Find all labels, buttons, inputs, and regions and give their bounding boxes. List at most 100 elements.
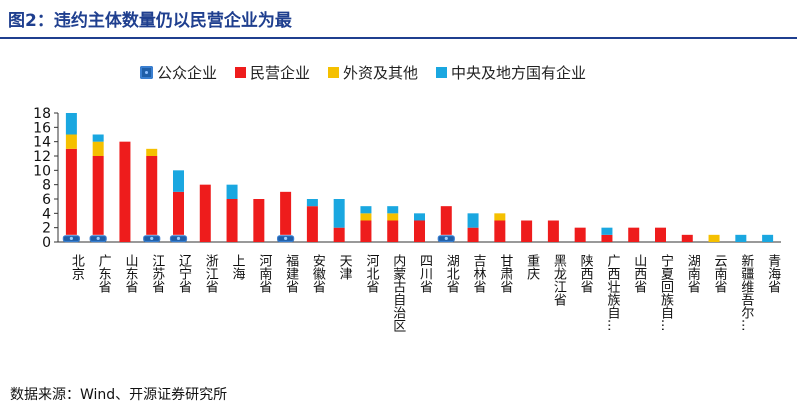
bar-segment-other <box>708 234 720 242</box>
bar-segment-priv <box>521 220 533 242</box>
x-tick-label: 陕西省 <box>578 254 594 293</box>
chart-legend: 公众企业 民营企业 外资及其他 中央及地方国有企业 <box>140 62 586 83</box>
x-tick-label: 天津 <box>337 254 353 280</box>
legend-item-pub: 公众企业 <box>140 62 217 83</box>
x-tick-label: 新疆维吾尔... <box>738 253 754 331</box>
x-tick-label: 重庆 <box>524 253 540 280</box>
legend-item-soe: 中央及地方国有企业 <box>436 62 586 83</box>
x-tick-label: 黑龙江省 <box>551 254 567 306</box>
bar-segment-priv <box>306 206 318 242</box>
bar-segment-soe <box>173 170 184 192</box>
x-tick-label: 山西省 <box>631 254 647 293</box>
x-tick-label: 安徽省 <box>310 254 326 293</box>
bar-segment-soe <box>306 199 318 207</box>
bar-segment-other <box>146 148 158 156</box>
bar-segment-pub-dot <box>96 236 100 241</box>
bar-segment-priv <box>253 199 265 242</box>
bar-segment-priv <box>199 184 211 242</box>
bar-segment-soe <box>601 227 613 235</box>
bar-segment-priv <box>92 156 104 235</box>
bar-segment-other <box>494 213 506 221</box>
y-tick-label: 14 <box>33 135 51 151</box>
legend-swatch-priv <box>235 67 247 78</box>
bar-segment-soe <box>762 234 774 242</box>
bar-segment-other <box>65 134 77 149</box>
bar-segment-priv <box>387 220 399 242</box>
bar-segment-soe <box>65 113 77 135</box>
x-tick-label: 宁夏回族自... <box>658 253 674 331</box>
title-divider <box>0 37 797 39</box>
x-tick-label: 山东省 <box>122 254 138 293</box>
legend-swatch-pub <box>140 66 153 79</box>
bar-segment-other <box>92 141 104 156</box>
bar-segment-soe <box>735 234 747 242</box>
bar-segment-priv <box>574 227 586 242</box>
bar-segment-pub-dot <box>176 236 181 241</box>
bar-segment-priv <box>414 220 425 242</box>
x-tick-label: 湖北省 <box>444 254 460 293</box>
legend-label-priv: 民营企业 <box>250 64 311 82</box>
bar-segment-pub-dot <box>284 236 288 241</box>
bar-segment-soe <box>226 184 238 199</box>
legend-label-pub: 公众企业 <box>157 64 218 82</box>
y-tick-label: 18 <box>33 106 51 122</box>
x-tick-label: 浙江省 <box>203 254 219 293</box>
bar-segment-other <box>387 213 399 221</box>
y-tick-label: 0 <box>42 235 51 251</box>
legend-label-soe: 中央及地方国有企业 <box>451 64 587 82</box>
bar-segment-priv <box>333 227 345 242</box>
bar-segment-pub-dot <box>444 236 448 241</box>
bar-segment-pub-dot <box>69 236 73 241</box>
legend-item-other: 外资及其他 <box>328 62 418 83</box>
x-tick-label: 河南省 <box>256 254 272 293</box>
bar-segment-priv <box>601 234 613 242</box>
y-tick-label: 8 <box>42 178 51 194</box>
x-tick-label: 云南省 <box>712 254 728 293</box>
bar-segment-priv <box>146 156 158 235</box>
y-tick-label: 10 <box>33 163 51 179</box>
x-tick-label: 辽宁省 <box>176 254 192 293</box>
x-tick-label: 内蒙古自治区 <box>390 253 406 332</box>
bar-segment-priv <box>173 191 184 235</box>
bar-segment-soe <box>414 213 425 221</box>
x-tick-label: 青海省 <box>765 254 781 293</box>
bar-segment-priv <box>119 141 131 242</box>
x-tick-label: 吉林省 <box>471 254 487 293</box>
bar-segment-pub-dot <box>150 236 154 241</box>
y-tick-label: 2 <box>42 221 51 237</box>
bar-segment-priv <box>628 227 640 242</box>
bar-segment-priv <box>681 234 693 242</box>
bar-segment-priv <box>280 191 292 235</box>
y-tick-label: 16 <box>33 120 51 136</box>
x-tick-label: 湖南省 <box>685 254 701 293</box>
x-tick-label: 河北省 <box>363 254 379 293</box>
bar-segment-priv <box>360 220 372 242</box>
chart-title: 图2：违约主体数量仍以民营企业为最 <box>8 11 292 31</box>
x-tick-label: 北京 <box>69 254 85 280</box>
bar-segment-soe <box>92 134 104 142</box>
legend-swatch-soe <box>436 67 448 78</box>
x-tick-label: 上海 <box>230 254 246 280</box>
bar-segment-priv <box>65 148 77 235</box>
bar-segment-soe <box>387 206 399 214</box>
legend-label-other: 外资及其他 <box>343 64 419 82</box>
bar-segment-other <box>360 213 372 221</box>
x-tick-label: 广东省 <box>96 254 112 293</box>
x-tick-label: 福建省 <box>283 254 299 293</box>
y-tick-label: 6 <box>42 192 51 208</box>
bar-segment-soe <box>360 206 372 214</box>
bar-segment-priv <box>655 227 666 242</box>
source-note: 数据来源：Wind、开源证券研究所 <box>10 387 228 403</box>
x-tick-label: 甘肃省 <box>497 254 513 293</box>
y-tick-label: 12 <box>33 149 51 165</box>
bar-segment-priv <box>494 220 506 242</box>
bar-segment-priv <box>440 206 452 235</box>
bar-segment-priv <box>226 199 238 242</box>
y-tick-label: 4 <box>42 206 51 222</box>
x-tick-label: 四川省 <box>417 254 433 293</box>
legend-item-priv: 民营企业 <box>235 62 310 83</box>
bar-segment-soe <box>467 213 479 228</box>
x-tick-label: 广西壮族自... <box>604 254 620 331</box>
bar-segment-priv <box>467 227 479 242</box>
